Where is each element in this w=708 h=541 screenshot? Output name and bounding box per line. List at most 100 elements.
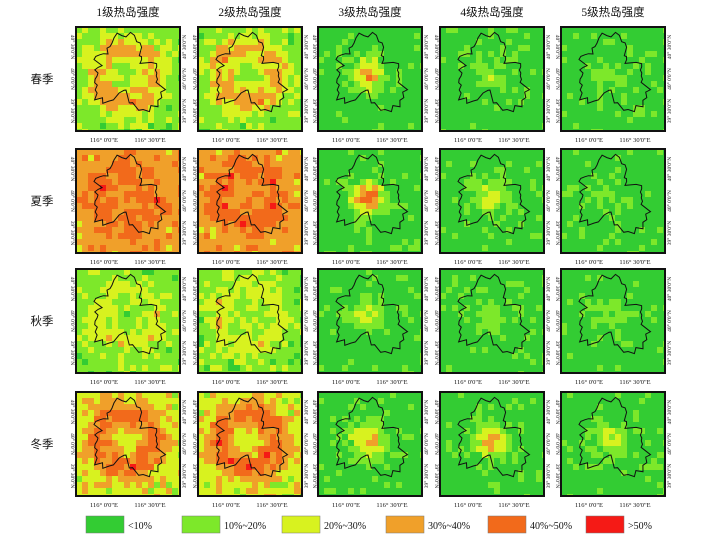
heat-cell [88, 329, 94, 335]
heat-cell [476, 416, 482, 422]
heat-cell [603, 311, 609, 317]
x-tick-label: 116° 30'0"E [619, 379, 650, 386]
heat-cell [396, 69, 402, 75]
heat-cell [234, 410, 240, 416]
panel-frame [75, 148, 181, 254]
y-tick-label: 39° 30'0"N [311, 99, 318, 124]
heat-cell [372, 476, 378, 482]
heat-cell [270, 416, 276, 422]
heat-cell [246, 416, 252, 422]
y-tick-label: 40° 0'0"N [181, 68, 188, 90]
heat-cell [94, 269, 100, 275]
heat-cell [112, 323, 118, 329]
heat-cell [494, 482, 500, 488]
heat-cell [246, 347, 252, 353]
heat-cell [396, 203, 402, 209]
heat-cell [142, 422, 148, 428]
heat-cell [264, 221, 270, 227]
heat-cell [216, 51, 222, 57]
heat-cell [579, 203, 585, 209]
heat-cell [94, 458, 100, 464]
heat-cell [270, 398, 276, 404]
heat-cell [136, 452, 142, 458]
heat-cell [82, 93, 88, 99]
heat-cell [234, 458, 240, 464]
heat-cell [615, 446, 621, 452]
heat-cell [258, 470, 264, 476]
heat-cell [88, 404, 94, 410]
heat-cell [488, 179, 494, 185]
heat-cell [258, 99, 264, 105]
heat-cell [270, 51, 276, 57]
heat-cell [240, 117, 246, 123]
heat-cell [651, 458, 657, 464]
heat-cell [148, 197, 154, 203]
heat-cell [318, 365, 324, 371]
heat-cell [88, 245, 94, 251]
heat-cell [118, 410, 124, 416]
heat-cell [240, 458, 246, 464]
heat-cell [112, 293, 118, 299]
heat-cell [276, 51, 282, 57]
heat-cell [216, 317, 222, 323]
heat-cell [488, 428, 494, 434]
heat-cell [603, 440, 609, 446]
heat-cell [494, 428, 500, 434]
heat-cell [264, 329, 270, 335]
heat-cell [645, 440, 651, 446]
heat-cell [488, 75, 494, 81]
heat-cell [561, 440, 567, 446]
heat-cell [615, 75, 621, 81]
heat-cell [228, 434, 234, 440]
heat-cell [240, 416, 246, 422]
heat-cell [112, 311, 118, 317]
heat-cell [130, 215, 136, 221]
heat-cell [154, 416, 160, 422]
heat-cell [360, 428, 366, 434]
heat-cell [160, 63, 166, 69]
heat-cell [615, 63, 621, 69]
heat-cell [506, 197, 512, 203]
heat-cell [372, 51, 378, 57]
y-tick-label: 40° 30'0"N [181, 35, 188, 60]
heat-cell [366, 209, 372, 215]
heat-cell [228, 452, 234, 458]
x-tick-label: 116° 0'0"E [575, 259, 603, 266]
heat-cell [591, 446, 597, 452]
heat-cell [204, 440, 210, 446]
heat-cell [360, 452, 366, 458]
heat-cell [378, 458, 384, 464]
panel-frame [197, 268, 303, 374]
heat-cell [112, 305, 118, 311]
heat-cell [148, 434, 154, 440]
heat-cell [240, 404, 246, 410]
heat-cell [160, 482, 166, 488]
heat-cell [118, 167, 124, 173]
heat-cell [136, 191, 142, 197]
x-tick-label: 116° 30'0"E [498, 137, 529, 144]
heat-cell [500, 197, 506, 203]
heat-cell [252, 482, 258, 488]
heat-cell [270, 410, 276, 416]
heat-cell [506, 57, 512, 63]
x-tick-label: 116° 0'0"E [332, 379, 360, 386]
heat-cell [228, 293, 234, 299]
heat-cell [124, 227, 130, 233]
heat-cell [591, 75, 597, 81]
heat-cell [482, 197, 488, 203]
heat-cell [246, 45, 252, 51]
heat-cell [198, 416, 204, 422]
heat-cell [378, 87, 384, 93]
heat-cell [172, 51, 178, 57]
heat-cell [154, 329, 160, 335]
heat-cell [148, 329, 154, 335]
heat-cell [414, 293, 420, 299]
heat-cell [82, 51, 88, 57]
heat-cell [506, 299, 512, 305]
heat-cell [204, 341, 210, 347]
heat-cell [458, 392, 464, 398]
heat-cell [476, 185, 482, 191]
heat-cell [294, 482, 300, 488]
panel-frame [560, 391, 666, 497]
heat-cell [645, 191, 651, 197]
